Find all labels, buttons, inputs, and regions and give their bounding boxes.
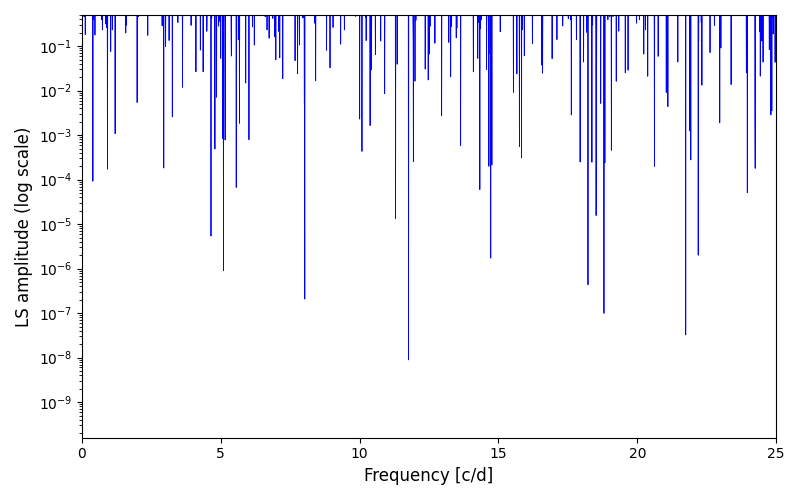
X-axis label: Frequency [c/d]: Frequency [c/d] (364, 467, 494, 485)
Y-axis label: LS amplitude (log scale): LS amplitude (log scale) (15, 126, 33, 326)
